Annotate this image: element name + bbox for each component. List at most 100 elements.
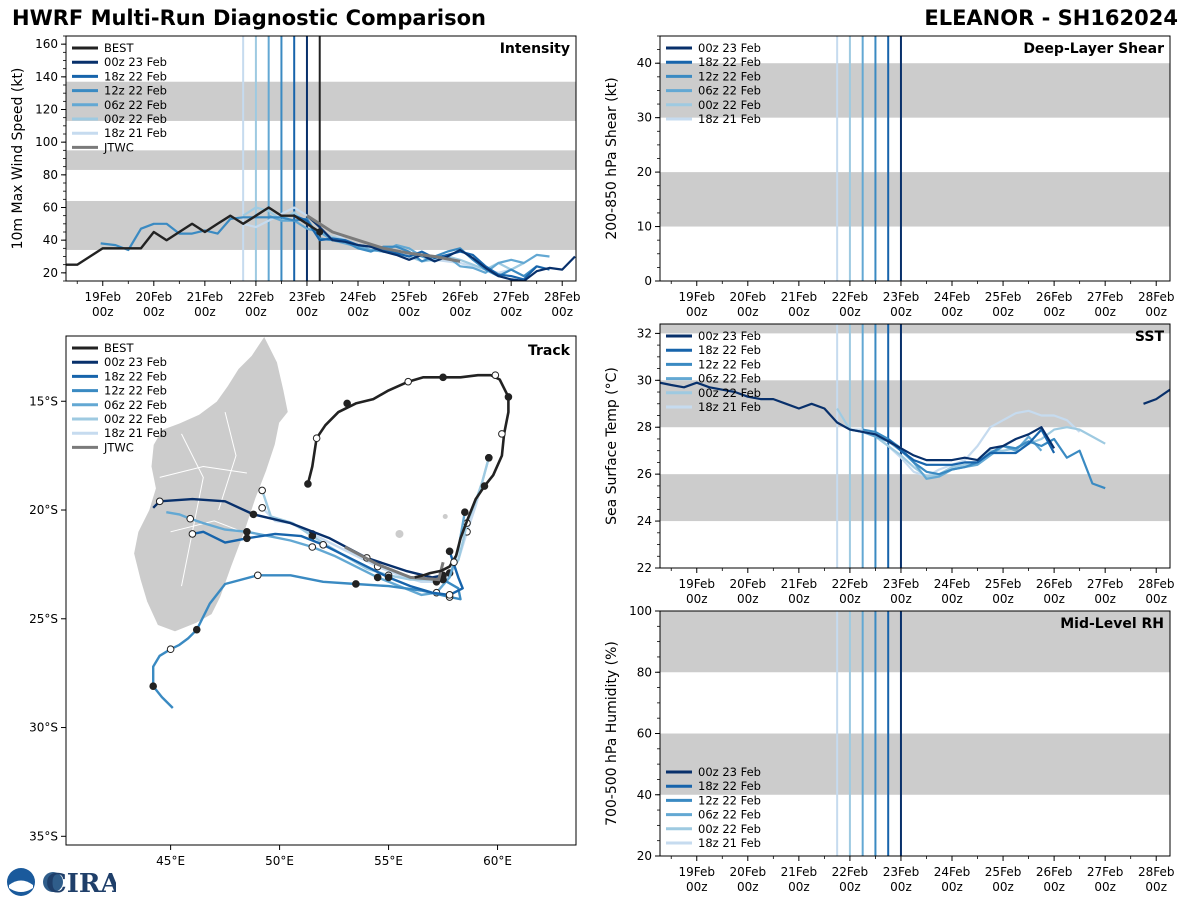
x-tick-label-day: 20Feb <box>730 865 767 879</box>
best-point <box>316 228 324 236</box>
x-tick-label-hour: 00z <box>737 592 759 606</box>
threshold-band <box>660 611 1170 673</box>
track-marker <box>319 541 327 549</box>
cira-logo: CIRA <box>7 868 116 898</box>
track-marker <box>308 543 317 551</box>
x-tick-label-day: 27Feb <box>1087 577 1124 591</box>
x-tick-label-day: 28Feb <box>1138 577 1175 591</box>
best-track <box>306 373 510 579</box>
x-tick-label-day: 21Feb <box>781 865 818 879</box>
y-tick-label: 15°S <box>29 394 58 408</box>
plot-content <box>660 36 1170 281</box>
x-tick-label-hour: 00z <box>839 305 861 319</box>
x-tick-label-day: 23Feb <box>883 290 920 304</box>
province-border <box>170 520 243 533</box>
track-marker <box>461 508 469 516</box>
x-tick-label-day: 24Feb <box>934 577 971 591</box>
land-reunion <box>395 529 404 538</box>
track-marker <box>243 527 251 536</box>
y-tick-label: 140 <box>35 70 58 84</box>
panel-title: Deep-Layer Shear <box>1023 41 1164 57</box>
track-marker <box>188 530 197 538</box>
threshold-band <box>66 150 576 170</box>
legend-label: 00z 23 Feb <box>104 355 167 369</box>
x-tick-label-hour: 00z <box>551 305 573 319</box>
y-axis-label: 200-850 hPa Shear (kt) <box>604 77 620 239</box>
series-line <box>660 381 1056 462</box>
x-tick-label-day: 19Feb <box>84 290 121 304</box>
track-marker <box>192 625 201 634</box>
x-tick-label-hour: 00z <box>992 305 1014 319</box>
x-tick-label-hour: 00z <box>788 880 810 894</box>
x-tick-label-hour: 00z <box>500 305 522 319</box>
y-tick-label: 60 <box>43 201 58 215</box>
x-tick-label-hour: 00z <box>941 305 963 319</box>
y-tick-label: 32 <box>637 326 652 340</box>
panel-title: SST <box>1135 329 1165 345</box>
panel-track: 45°E 50°E 55°E 60°E 15°S 20°S 25°S 30°S 35°S Trac… <box>29 335 577 868</box>
y-tick-label: 40 <box>637 788 652 802</box>
track-marker <box>258 504 266 512</box>
x-tick-label-day: 26Feb <box>1036 865 1073 879</box>
legend-label: 00z 23 Feb <box>104 55 167 69</box>
track-marker <box>258 486 266 495</box>
y-axis-label: 700-500 hPa Humidity (%) <box>604 641 620 826</box>
best-marker <box>312 434 321 443</box>
x-tick-label-day: 22Feb <box>832 290 869 304</box>
threshold-band <box>660 172 1170 227</box>
y-tick-label: 28 <box>637 420 652 434</box>
best-track-line <box>66 206 321 266</box>
y-tick-label: 10 <box>637 220 652 234</box>
x-tick-label-day: 28Feb <box>1138 865 1175 879</box>
x-tick-label-day: 25Feb <box>985 577 1022 591</box>
x-tick-label-day: 27Feb <box>1087 290 1124 304</box>
legend-label: 00z 23 Feb <box>698 329 761 343</box>
legend-label: 00z 22 Feb <box>104 412 167 426</box>
legend-label: 18z 21 Feb <box>698 836 761 850</box>
x-tick-label-day: 21Feb <box>781 577 818 591</box>
legend-label: 00z 22 Feb <box>698 822 761 836</box>
best-marker <box>504 393 513 401</box>
x-tick-label-hour: 00z <box>788 592 810 606</box>
x-tick-label-hour: 00z <box>941 880 963 894</box>
y-tick-label: 0 <box>644 274 652 288</box>
x-tick-label-hour: 00z <box>1043 305 1065 319</box>
x-tick-label-hour: 00z <box>890 305 912 319</box>
x-tick-label-hour: 00z <box>992 592 1014 606</box>
jtwc-track <box>344 545 445 582</box>
x-tick-label-hour: 00z <box>839 592 861 606</box>
panel-sst: 22242628303219Feb00z20Feb00z21Feb00z22Fe… <box>604 323 1175 606</box>
y-axis-label: Sea Surface Temp (°C) <box>604 367 620 525</box>
best-marker <box>480 482 489 490</box>
x-tick-label-hour: 00z <box>1043 592 1065 606</box>
map-frame <box>65 335 577 846</box>
legend-label: BEST <box>104 341 134 355</box>
legend-label: 18z 22 Feb <box>698 779 761 793</box>
x-tick-label-day: 28Feb <box>544 290 581 304</box>
x-tick-label-day: 27Feb <box>1087 865 1124 879</box>
x-tick-label-hour: 00z <box>1145 880 1167 894</box>
x-tick-label-hour: 00z <box>839 880 861 894</box>
x-tick-label-day: 23Feb <box>883 865 920 879</box>
x-tick-label-hour: 00z <box>1043 880 1065 894</box>
plot-content <box>660 324 1170 568</box>
x-tick-label-day: 26Feb <box>442 290 479 304</box>
panel-intensity: 2040608010012014016019Feb00z20Feb00z21Fe… <box>10 35 581 319</box>
best-marker <box>450 558 458 567</box>
logo-text: CIRA <box>46 869 116 898</box>
x-tick-label-day: 23Feb <box>289 290 326 304</box>
plot-content <box>66 36 576 281</box>
best-marker <box>439 373 447 382</box>
x-tick-label-day: 27Feb <box>493 290 530 304</box>
legend-label: 06z 22 Feb <box>698 808 761 822</box>
track-line <box>152 497 444 579</box>
x-tick-label-day: 23Feb <box>883 577 920 591</box>
page-title: HWRF Multi-Run Diagnostic Comparison <box>12 6 487 30</box>
x-tick-label: 50°E <box>265 854 294 868</box>
best-marker <box>304 480 312 488</box>
x-tick-label-day: 26Feb <box>1036 290 1073 304</box>
track-marker <box>243 534 251 543</box>
y-tick-label: 160 <box>35 37 58 51</box>
